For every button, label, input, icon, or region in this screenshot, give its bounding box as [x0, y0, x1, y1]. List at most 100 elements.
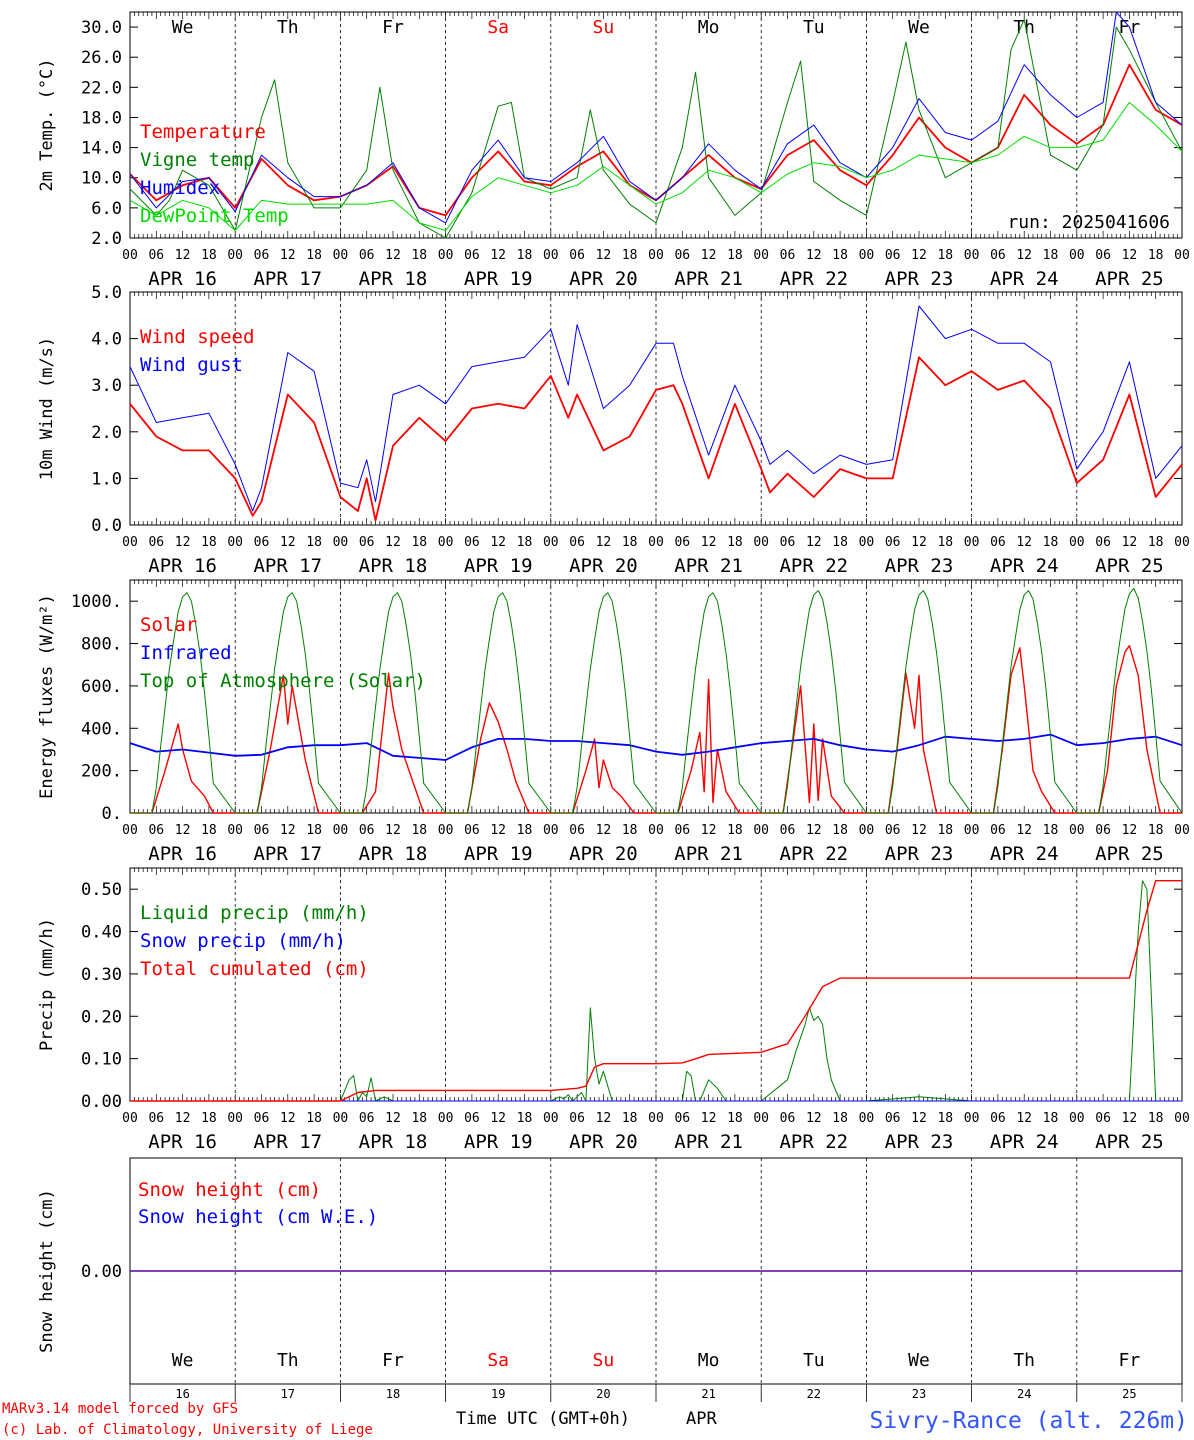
hour-tick-label: 12 — [385, 1111, 401, 1126]
hour-tick-label: 06 — [569, 248, 585, 263]
y-tick-label: 0.00 — [81, 1092, 122, 1112]
hour-tick-label: 18 — [727, 535, 743, 550]
y-tick-label: 0.50 — [81, 880, 122, 900]
y-tick-label: 18.0 — [81, 108, 122, 128]
hour-tick-label: 18 — [1148, 1111, 1164, 1126]
hour-tick-label: 06 — [148, 1111, 164, 1126]
date-label: APR 18 — [359, 268, 428, 290]
hour-tick-label: 00 — [964, 823, 980, 838]
date-label: APR 16 — [148, 555, 217, 577]
hour-tick-label: 12 — [280, 248, 296, 263]
hour-tick-label: 18 — [832, 535, 848, 550]
hour-tick-label: 06 — [1095, 823, 1111, 838]
hour-tick-label: 18 — [622, 823, 638, 838]
day-number-label: 21 — [701, 1387, 715, 1401]
day-number-label: 20 — [596, 1387, 610, 1401]
hour-tick-label: 06 — [990, 248, 1006, 263]
legend-entry: DewPoint Temp — [140, 205, 289, 227]
hour-tick-label: 12 — [280, 535, 296, 550]
hour-tick-label: 06 — [1095, 1111, 1111, 1126]
y-axis-label: 10m Wind (m/s) — [37, 337, 57, 480]
hour-tick-label: 12 — [490, 535, 506, 550]
legend-entry: Humidex — [140, 177, 220, 199]
hour-tick-label: 12 — [1016, 823, 1032, 838]
legend-entry: Snow height (cm) — [138, 1179, 321, 1201]
hour-tick-label: 12 — [280, 823, 296, 838]
hour-tick-label: 00 — [648, 535, 664, 550]
hour-tick-label: 12 — [1016, 1111, 1032, 1126]
hour-tick-label: 06 — [254, 248, 270, 263]
panel-1: 2.0 6.0 10.0 14.0 18.0 22.0 26.0 30.0 2m Temp. (… — [37, 11, 1190, 290]
hour-tick-label: 12 — [385, 248, 401, 263]
hour-tick-label: 00 — [753, 535, 769, 550]
hour-tick-label: 00 — [543, 535, 559, 550]
hour-tick-label: 00 — [753, 248, 769, 263]
hour-tick-label: 18 — [517, 248, 533, 263]
date-label: APR 23 — [885, 1131, 954, 1153]
hour-tick-label: 12 — [596, 1111, 612, 1126]
date-label: APR 16 — [148, 843, 217, 865]
date-label: APR 22 — [779, 1131, 848, 1153]
hour-tick-label: 00 — [543, 823, 559, 838]
date-label: APR 21 — [674, 1131, 743, 1153]
hour-tick-label: 00 — [333, 1111, 349, 1126]
date-label: APR 21 — [674, 268, 743, 290]
hour-tick-label: 00 — [333, 248, 349, 263]
y-tick-label: 14.0 — [81, 139, 122, 159]
series-line-2 — [129, 733, 1183, 761]
hour-tick-label: 12 — [701, 535, 717, 550]
y-tick-label: 0.0 — [91, 516, 122, 536]
legend-entry: Total cumulated (cm) — [140, 958, 369, 980]
hour-tick-label: 12 — [1122, 823, 1138, 838]
legend-entry: Wind speed — [140, 326, 254, 348]
hour-tick-label: 12 — [911, 823, 927, 838]
y-tick-label: 2.0 — [91, 423, 122, 443]
hour-tick-label: 18 — [1148, 823, 1164, 838]
hour-tick-label: 12 — [490, 823, 506, 838]
series-line-3 — [130, 588, 1183, 814]
hour-tick-label: 18 — [727, 248, 743, 263]
hour-tick-label: 00 — [333, 535, 349, 550]
hour-tick-label: 06 — [990, 1111, 1006, 1126]
hour-tick-label: 00 — [438, 823, 454, 838]
weekday-label: Fr — [1119, 1350, 1141, 1371]
hour-tick-label: 00 — [122, 535, 138, 550]
hour-tick-label: 06 — [1095, 248, 1111, 263]
hour-tick-label: 12 — [175, 248, 191, 263]
hour-tick-label: 06 — [359, 1111, 375, 1126]
hour-tick-label: 06 — [990, 823, 1006, 838]
y-axis-label: Precip (mm/h) — [37, 918, 57, 1051]
hour-tick-label: 00 — [122, 1111, 138, 1126]
hour-tick-label: 18 — [937, 535, 953, 550]
hour-tick-label: 18 — [937, 823, 953, 838]
y-tick-label: 0.40 — [81, 923, 122, 943]
hour-tick-label: 06 — [990, 535, 1006, 550]
hour-tick-label: 06 — [569, 823, 585, 838]
date-label: APR 23 — [885, 843, 954, 865]
day-number-label: 24 — [1017, 1387, 1031, 1401]
hour-tick-label: 00 — [543, 248, 559, 263]
weekday-label: Tu — [803, 1350, 825, 1371]
hour-tick-label: 06 — [148, 535, 164, 550]
hour-tick-label: 18 — [937, 1111, 953, 1126]
weekday-label: Tu — [803, 17, 825, 38]
day-number-label: 19 — [491, 1387, 505, 1401]
hour-tick-label: 00 — [859, 248, 875, 263]
y-tick-label: 400. — [81, 719, 122, 739]
hour-tick-label: 12 — [806, 248, 822, 263]
hour-tick-label: 18 — [306, 535, 322, 550]
legend-entry: Liquid precip (mm/h) — [140, 902, 369, 924]
weekday-label: We — [172, 1350, 194, 1371]
hour-tick-label: 12 — [490, 248, 506, 263]
hour-tick-label: 00 — [1069, 823, 1085, 838]
hour-tick-label: 00 — [438, 1111, 454, 1126]
y-tick-label: 30.0 — [81, 18, 122, 38]
y-axis-label: Energy fluxes (W/m²) — [37, 594, 57, 799]
hour-tick-label: 06 — [885, 535, 901, 550]
hour-tick-label: 18 — [1043, 823, 1059, 838]
y-tick-label: 0.00 — [81, 1262, 122, 1282]
day-number-label: 16 — [175, 1387, 189, 1401]
hour-tick-label: 18 — [517, 535, 533, 550]
hour-tick-label: 12 — [596, 823, 612, 838]
y-tick-label: 0.10 — [81, 1050, 122, 1070]
